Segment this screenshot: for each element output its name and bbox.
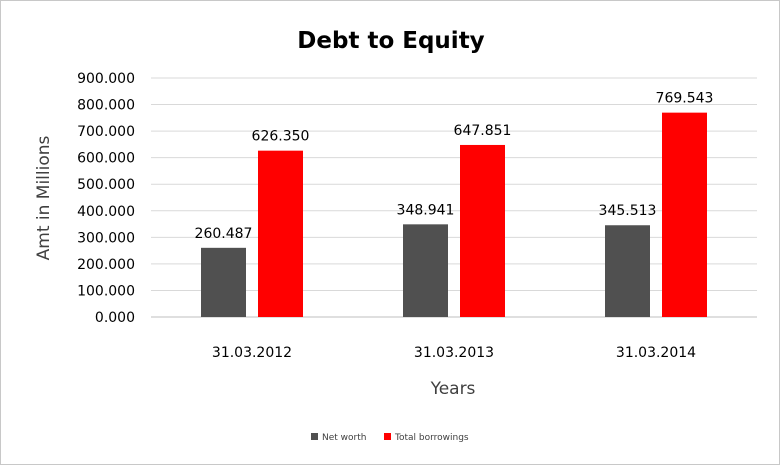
x-tick-label: 31.03.2014	[616, 345, 696, 361]
y-axis-title: Amt in Millions	[34, 135, 54, 260]
y-tick-label: 100.000	[77, 283, 135, 299]
bar-net-worth	[605, 225, 650, 317]
bar-net-worth	[403, 224, 448, 317]
bar-net-worth	[201, 247, 246, 317]
bar-total-borrowings	[460, 144, 505, 317]
y-axis-ticks: 0.000 100.000 200.000 300.000 400.000 500.000…	[77, 71, 135, 326]
data-label: 260.487	[195, 226, 253, 242]
legend-label: Net worth	[322, 433, 366, 443]
bar-total-borrowings	[258, 150, 303, 317]
legend: Net worth Total borrowings	[311, 433, 469, 443]
data-label: 647.851	[454, 123, 512, 139]
bar-total-borrowings	[662, 112, 707, 317]
data-label: 626.350	[252, 129, 310, 145]
x-axis-title: Years	[430, 379, 476, 399]
data-label: 345.513	[599, 203, 657, 219]
x-tick-label: 31.03.2013	[414, 345, 494, 361]
gridlines	[151, 77, 757, 318]
chart-title: Debt to Equity	[297, 28, 484, 54]
data-labels: 260.487 626.350 348.941 647.851 345.513 769.5…	[195, 91, 714, 242]
y-tick-label: 700.000	[77, 124, 135, 140]
bars	[201, 112, 707, 317]
legend-label: Total borrowings	[394, 433, 469, 443]
data-label: 769.543	[656, 91, 714, 107]
legend-swatch	[384, 433, 391, 440]
y-tick-label: 300.000	[77, 230, 135, 246]
y-tick-label: 900.000	[77, 71, 135, 87]
y-tick-label: 500.000	[77, 177, 135, 193]
data-label: 348.941	[397, 202, 455, 218]
x-tick-label: 31.03.2012	[212, 345, 292, 361]
y-tick-label: 400.000	[77, 204, 135, 220]
y-tick-label: 0.000	[95, 310, 135, 326]
y-tick-label: 200.000	[77, 257, 135, 273]
y-tick-label: 600.000	[77, 151, 135, 167]
y-tick-label: 800.000	[77, 98, 135, 114]
x-axis-ticks: 31.03.2012 31.03.2013 31.03.2014	[212, 345, 696, 361]
legend-swatch	[311, 433, 318, 440]
